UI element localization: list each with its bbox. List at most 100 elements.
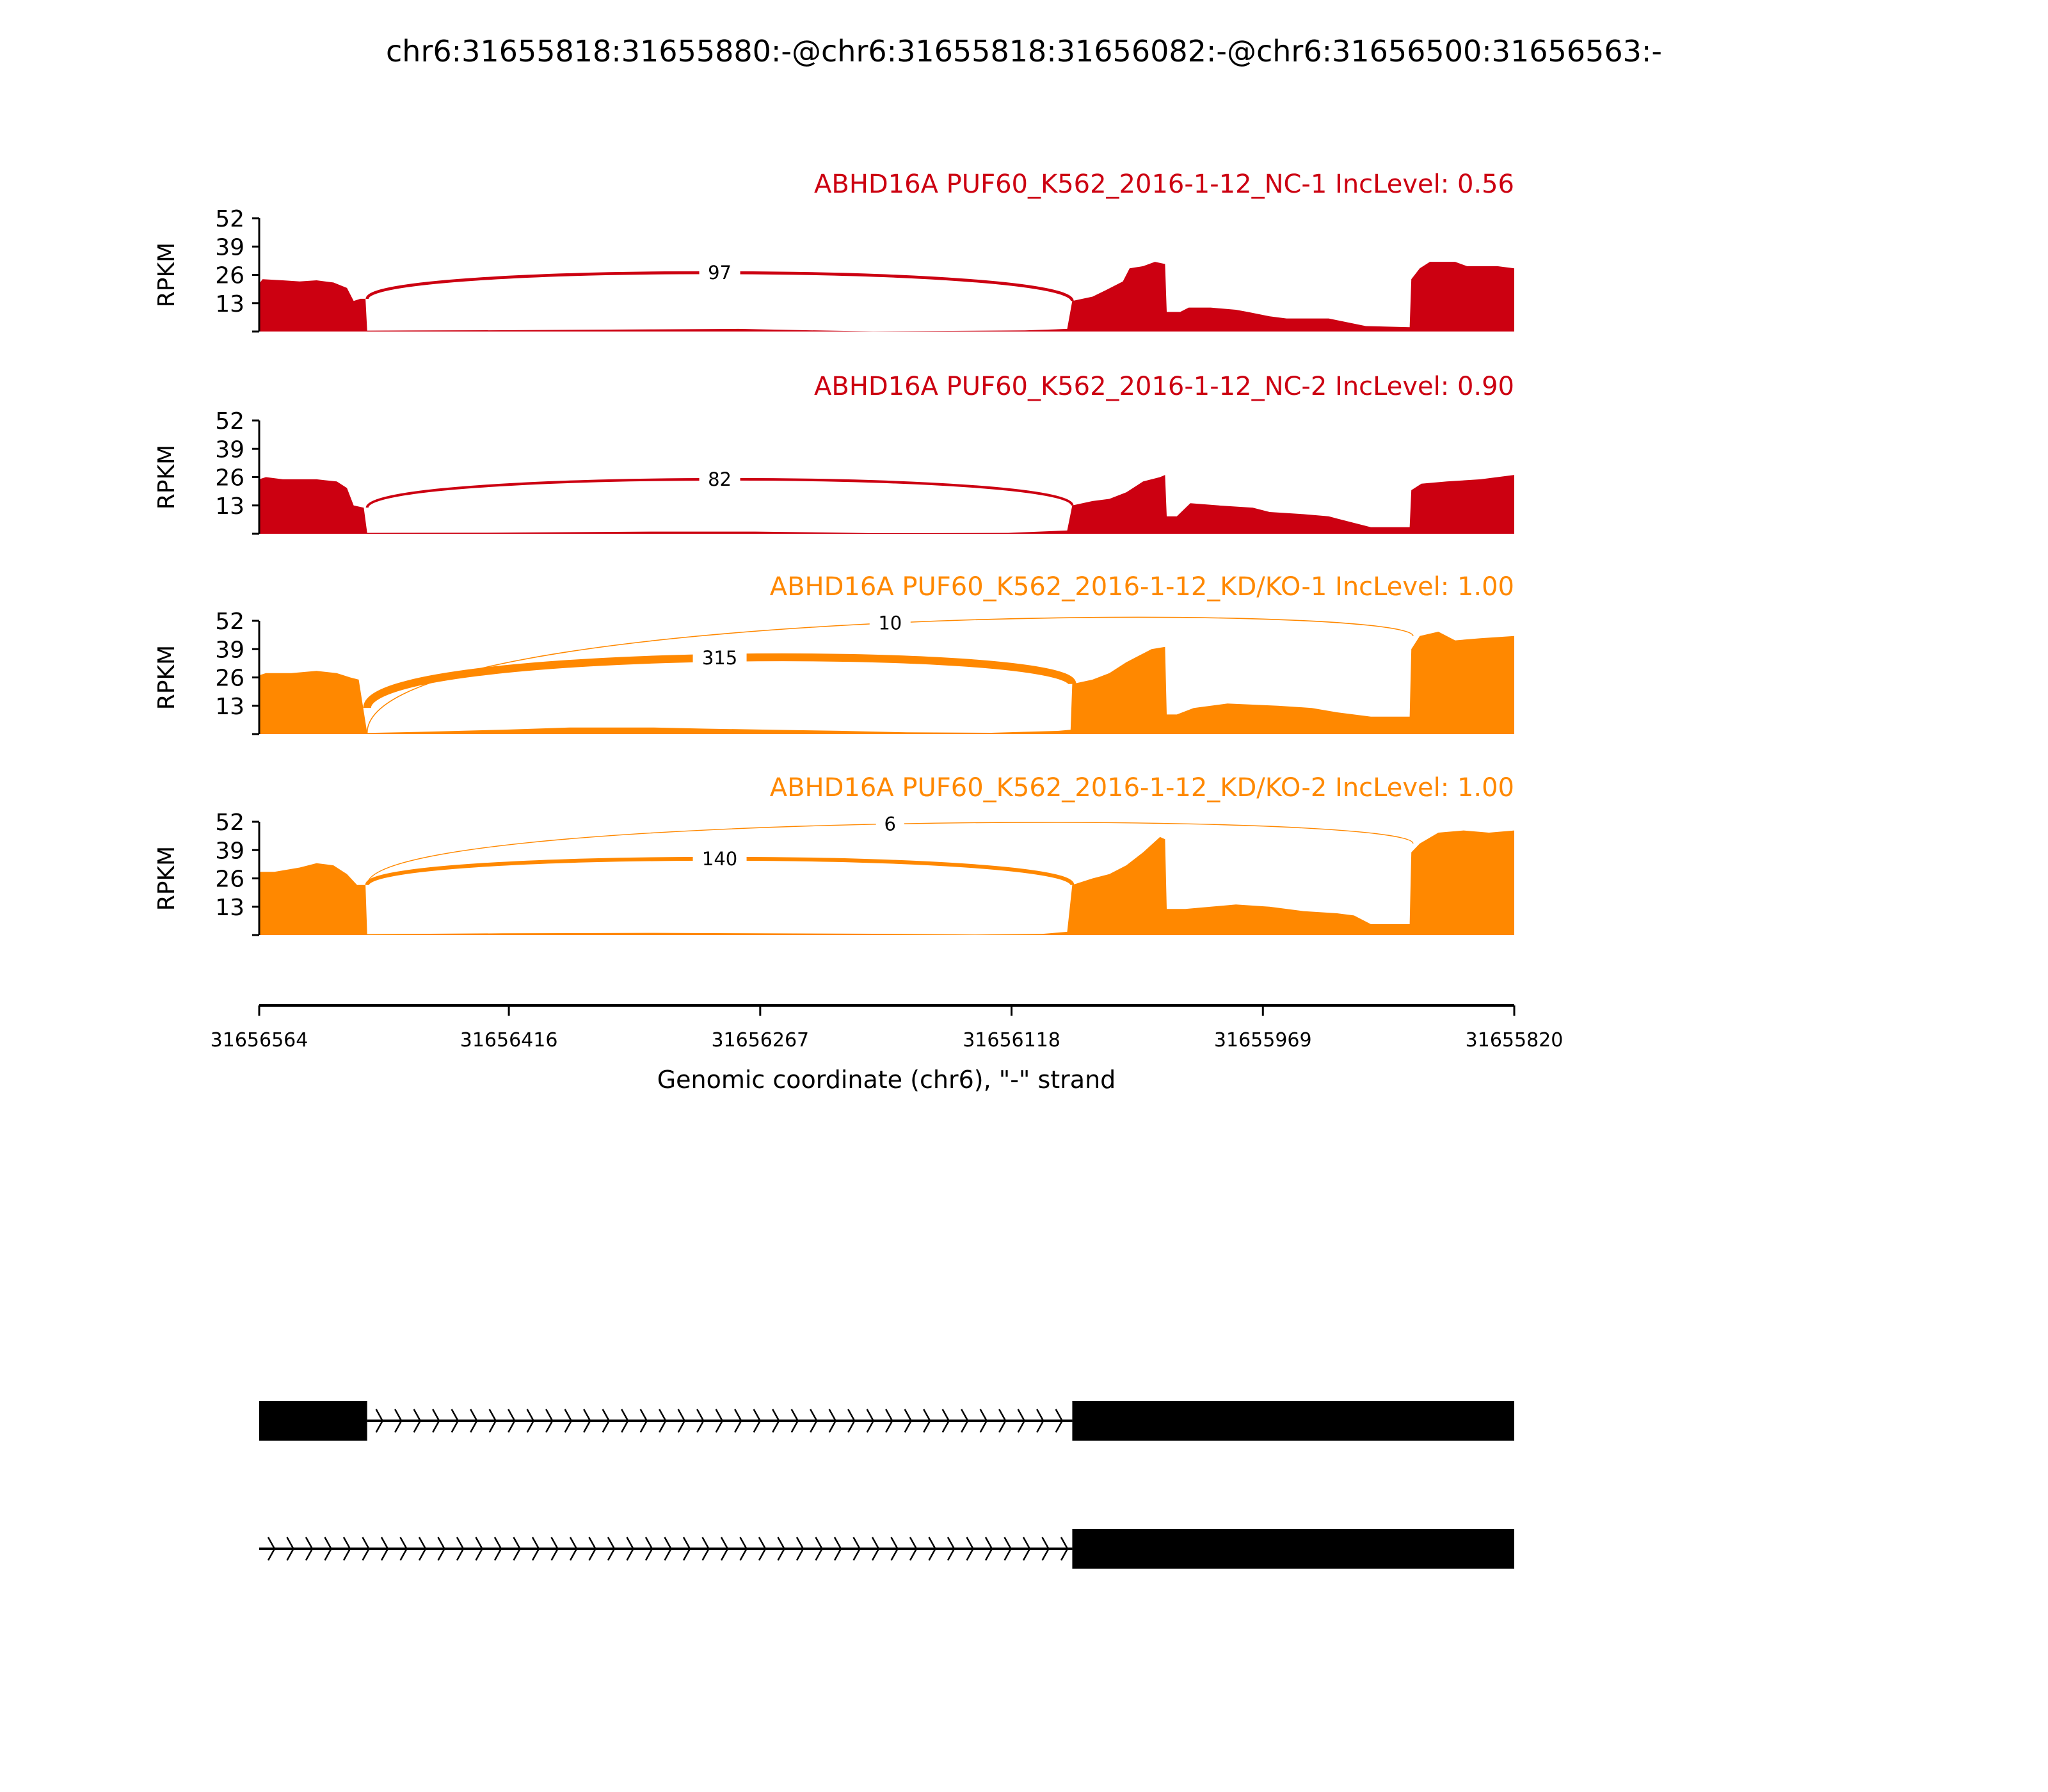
transcript [259, 1401, 1514, 1441]
strand-chevron-icon [621, 1409, 629, 1433]
strand-chevron-icon [659, 1409, 667, 1433]
strand-chevron-icon [979, 1409, 988, 1433]
y-tick-label: 13 [215, 291, 244, 317]
strand-chevron-icon [513, 1537, 521, 1561]
strand-chevron-icon [564, 1409, 573, 1433]
y-axis-label: RPKM [154, 846, 180, 911]
x-tick-label: 31655820 [1466, 1029, 1564, 1052]
strand-chevron-icon [696, 1409, 705, 1433]
strand-chevron-icon [909, 1537, 918, 1561]
strand-chevron-icon [961, 1409, 969, 1433]
x-tick-label: 31655969 [1214, 1029, 1312, 1052]
coverage-area [259, 475, 1514, 534]
strand-chevron-icon [394, 1409, 403, 1433]
strand-chevron-icon [588, 1537, 596, 1561]
figure-title: chr6:31655818:31655880:-@chr6:31655818:3… [386, 34, 1662, 68]
y-tick-label: 39 [215, 637, 244, 663]
strand-chevron-icon [437, 1537, 445, 1561]
junction-count-label: 6 [884, 813, 896, 835]
strand-chevron-icon [362, 1537, 370, 1561]
strand-chevron-icon [1017, 1409, 1026, 1433]
strand-chevron-icon [380, 1537, 389, 1561]
strand-chevron-icon [984, 1537, 993, 1561]
strand-chevron-icon [508, 1409, 516, 1433]
strand-chevron-icon [342, 1537, 351, 1561]
strand-chevron-icon [475, 1537, 483, 1561]
strand-chevron-icon [772, 1409, 780, 1433]
strand-chevron-icon [324, 1537, 332, 1561]
junction-label-bg [692, 845, 747, 872]
track-title: ABHD16A PUF60_K562_2016-1-12_NC-1 IncLev… [814, 170, 1514, 199]
track-title: ABHD16A PUF60_K562_2016-1-12_KD/KO-1 Inc… [770, 572, 1514, 602]
strand-chevron-icon [753, 1409, 762, 1433]
gene-model-track [259, 1401, 1514, 1569]
strand-chevron-icon [267, 1537, 276, 1561]
strand-chevron-icon [1036, 1409, 1044, 1433]
strand-chevron-icon [928, 1537, 936, 1561]
strand-chevron-icon [790, 1409, 799, 1433]
junction-count-label: 82 [708, 468, 732, 490]
exon-block [1072, 1529, 1514, 1569]
strand-chevron-icon [828, 1409, 837, 1433]
coverage-area [259, 262, 1514, 332]
strand-chevron-icon [871, 1537, 880, 1561]
strand-chevron-icon [305, 1537, 314, 1561]
y-tick-label: 39 [215, 838, 244, 864]
strand-chevron-icon [470, 1409, 478, 1433]
strand-chevron-icon [833, 1537, 842, 1561]
y-tick-label: 26 [215, 666, 244, 692]
y-tick-label: 26 [215, 867, 244, 893]
strand-chevron-icon [526, 1409, 535, 1433]
y-tick-label: 13 [215, 694, 244, 720]
strand-chevron-icon [639, 1409, 648, 1433]
strand-chevron-icon [418, 1537, 427, 1561]
x-tick-label: 31656267 [711, 1029, 809, 1052]
y-axis-label: RPKM [154, 243, 180, 307]
strand-chevron-icon [810, 1409, 818, 1433]
junction-count-label: 140 [702, 848, 737, 870]
strand-chevron-icon [720, 1537, 729, 1561]
strand-chevron-icon [796, 1537, 804, 1561]
y-tick-label: 52 [215, 408, 244, 435]
x-axis: 31656564 31656416 31656267 31656118 31655969… [211, 1004, 1564, 1052]
strand-chevron-icon [941, 1409, 950, 1433]
y-tick-label: 39 [215, 234, 244, 260]
y-tick-label: 52 [215, 206, 244, 232]
strand-chevron-icon [758, 1537, 767, 1561]
y-tick-label: 13 [215, 895, 244, 921]
strand-chevron-icon [644, 1537, 653, 1561]
strand-chevron-icon [488, 1409, 497, 1433]
strand-chevron-icon [677, 1409, 686, 1433]
strand-chevron-icon [885, 1409, 893, 1433]
exon-block [1072, 1401, 1514, 1441]
coverage-area [259, 830, 1514, 935]
strand-chevron-icon [947, 1537, 956, 1561]
strand-chevron-icon [923, 1409, 931, 1433]
strand-chevron-icon [904, 1409, 913, 1433]
strand-chevron-icon [998, 1409, 1007, 1433]
y-tick-label: 26 [215, 263, 244, 289]
strand-chevron-icon [545, 1409, 554, 1433]
strand-chevron-icon [493, 1537, 502, 1561]
strand-chevron-icon [966, 1537, 974, 1561]
strand-chevron-icon [701, 1537, 710, 1561]
strand-chevron-icon [375, 1409, 384, 1433]
strand-chevron-icon [682, 1537, 691, 1561]
strand-chevron-icon [847, 1409, 856, 1433]
strand-chevron-icon [852, 1537, 861, 1561]
strand-chevron-icon [531, 1537, 540, 1561]
strand-chevron-icon [866, 1409, 875, 1433]
junction-count-label: 315 [702, 647, 737, 669]
y-tick-label: 52 [215, 810, 244, 836]
strand-chevron-icon [550, 1537, 559, 1561]
strand-chevron-icon [432, 1409, 440, 1433]
strand-chevron-icon [602, 1409, 611, 1433]
track-title: ABHD16A PUF60_K562_2016-1-12_KD/KO-2 Inc… [770, 773, 1514, 803]
coverage-area [259, 632, 1514, 734]
junction-label-bg [869, 610, 911, 636]
junction-label-bg [699, 260, 740, 286]
